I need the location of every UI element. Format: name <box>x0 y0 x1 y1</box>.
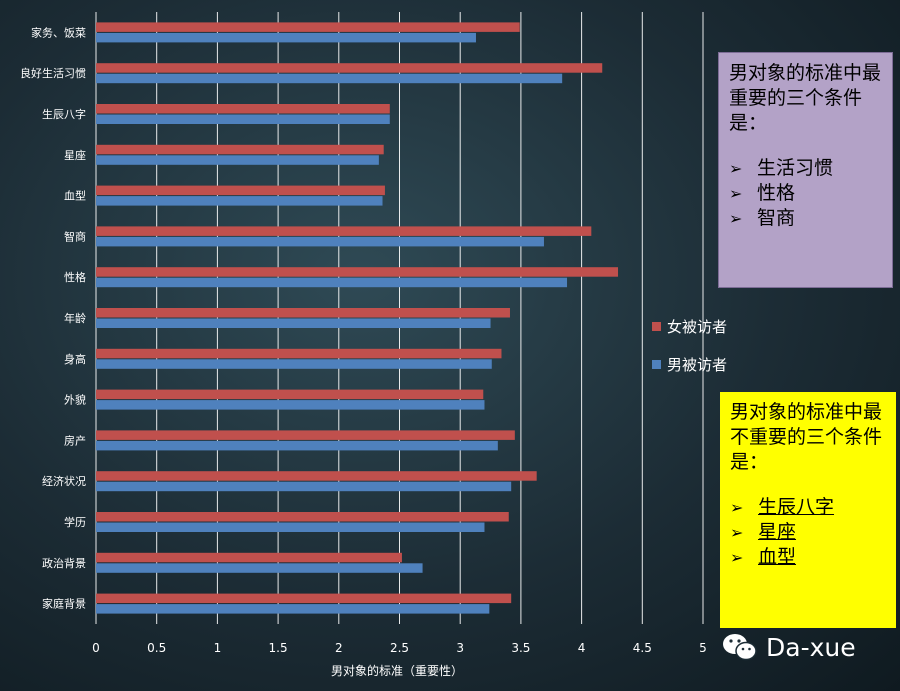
category-label: 身高 <box>64 352 86 366</box>
bar-female <box>96 348 502 359</box>
category-label: 血型 <box>64 189 86 203</box>
bar-male <box>96 277 568 288</box>
wechat-icon <box>723 634 757 661</box>
bar-female <box>96 63 603 73</box>
most-important-heading: 男对象的标准中最重要的三个条件是： <box>729 62 882 134</box>
gridlines <box>95 12 704 624</box>
bar-male <box>96 32 476 43</box>
x-axis-label: 男对象的标准（重要性） <box>331 663 463 678</box>
category-label: 星座 <box>64 148 86 162</box>
bar-female <box>96 471 537 481</box>
bar-female <box>96 22 520 32</box>
least-important-list: ➢ 生辰八字 ➢ 星座 ➢ 血型 <box>730 495 886 570</box>
category-label: 房产 <box>64 433 86 447</box>
category-label: 家庭背景 <box>42 597 86 611</box>
category-label: 学历 <box>64 515 86 529</box>
x-tick-label: 0.5 <box>147 641 166 655</box>
least-important-callout: 男对象的标准中最不重要的三个条件是： ➢ 生辰八字 ➢ 星座 ➢ 血型 <box>720 392 896 628</box>
legend-label-female: 女被访者 <box>667 318 728 336</box>
least-important-heading: 男对象的标准中最不重要的三个条件是： <box>730 401 883 473</box>
bar-male <box>96 196 383 206</box>
bar-female <box>96 308 510 318</box>
arrow-bullet-icon: ➢ <box>730 523 744 542</box>
bar-male <box>96 522 485 532</box>
bars <box>96 22 619 614</box>
category-label: 家务、饭菜 <box>31 25 86 39</box>
bar-female <box>96 430 515 440</box>
bar-female <box>96 104 390 114</box>
bar-female <box>96 267 619 277</box>
legend-item-male: 男被访者 <box>652 354 727 375</box>
arrow-bullet-icon: ➢ <box>729 209 743 228</box>
bar-female <box>96 185 385 196</box>
arrow-bullet-icon: ➢ <box>730 548 744 567</box>
arrow-bullet-icon: ➢ <box>730 498 744 517</box>
x-tick-label: 2 <box>335 641 343 655</box>
arrow-bullet-icon: ➢ <box>729 159 743 178</box>
category-label: 性格 <box>64 270 86 284</box>
x-tick-label: 4 <box>578 641 586 655</box>
bar-male <box>96 604 490 614</box>
category-label: 政治背景 <box>42 556 86 570</box>
bar-male <box>96 114 390 124</box>
bar-female <box>96 552 402 563</box>
bar-male <box>96 563 423 573</box>
category-label: 良好生活习惯 <box>20 66 86 80</box>
watermark: Da-xue <box>722 627 856 667</box>
bar-male <box>96 400 485 410</box>
list-item: ➢ 星座 <box>730 521 797 543</box>
x-tick-label: 0 <box>92 641 100 655</box>
bar-male <box>96 440 498 451</box>
category-label: 年龄 <box>64 311 86 325</box>
bar-female <box>96 512 509 522</box>
most-important-list: ➢ 生活习惯 ➢ 性格 ➢ 智商 <box>729 156 882 231</box>
x-tick-labels: 0 0.5 1 1.5 2 2.5 3 3.5 4 4.5 5 <box>92 641 707 655</box>
legend-item-female: 女被访者 <box>652 316 727 337</box>
bar-male <box>96 359 492 369</box>
x-tick-label: 5 <box>699 641 707 655</box>
most-important-callout: 男对象的标准中最重要的三个条件是： ➢ 生活习惯 ➢ 性格 ➢ 智商 <box>718 52 893 288</box>
list-item: ➢ 生辰八字 <box>730 496 835 518</box>
x-tick-label: 3 <box>456 641 464 655</box>
x-tick-label: 4.5 <box>633 641 652 655</box>
bar-male <box>96 155 379 165</box>
list-item: ➢ 血型 <box>730 546 797 568</box>
x-tick-label: 1 <box>214 641 222 655</box>
category-label: 智商 <box>64 229 86 243</box>
category-label: 经济状况 <box>42 474 86 488</box>
bar-female <box>96 593 512 604</box>
bar-female <box>96 226 592 236</box>
list-item: ➢ 性格 <box>729 182 796 204</box>
list-item: ➢ 生活习惯 <box>729 157 834 179</box>
legend-label-male: 男被访者 <box>667 356 728 374</box>
category-label: 生辰八字 <box>42 107 86 121</box>
category-label: 外貌 <box>64 393 86 407</box>
x-tick-label: 2.5 <box>390 641 409 655</box>
bar-male <box>96 236 544 247</box>
bar-male <box>96 481 512 492</box>
bar-female <box>96 144 384 155</box>
category-labels: 家务、饭菜良好生活习惯生辰八字星座血型智商性格年龄身高外貌房产经济状况学历政治背… <box>20 25 86 610</box>
watermark-text: Da-xue <box>766 632 856 662</box>
bar-male <box>96 318 491 328</box>
list-item: ➢ 智商 <box>729 207 796 229</box>
legend-swatch-male <box>652 360 661 369</box>
x-tick-label: 1.5 <box>269 641 288 655</box>
bar-male <box>96 73 563 84</box>
arrow-bullet-icon: ➢ <box>729 184 743 203</box>
x-tick-label: 3.5 <box>511 641 530 655</box>
legend-swatch-female <box>652 322 661 331</box>
bar-female <box>96 389 484 400</box>
